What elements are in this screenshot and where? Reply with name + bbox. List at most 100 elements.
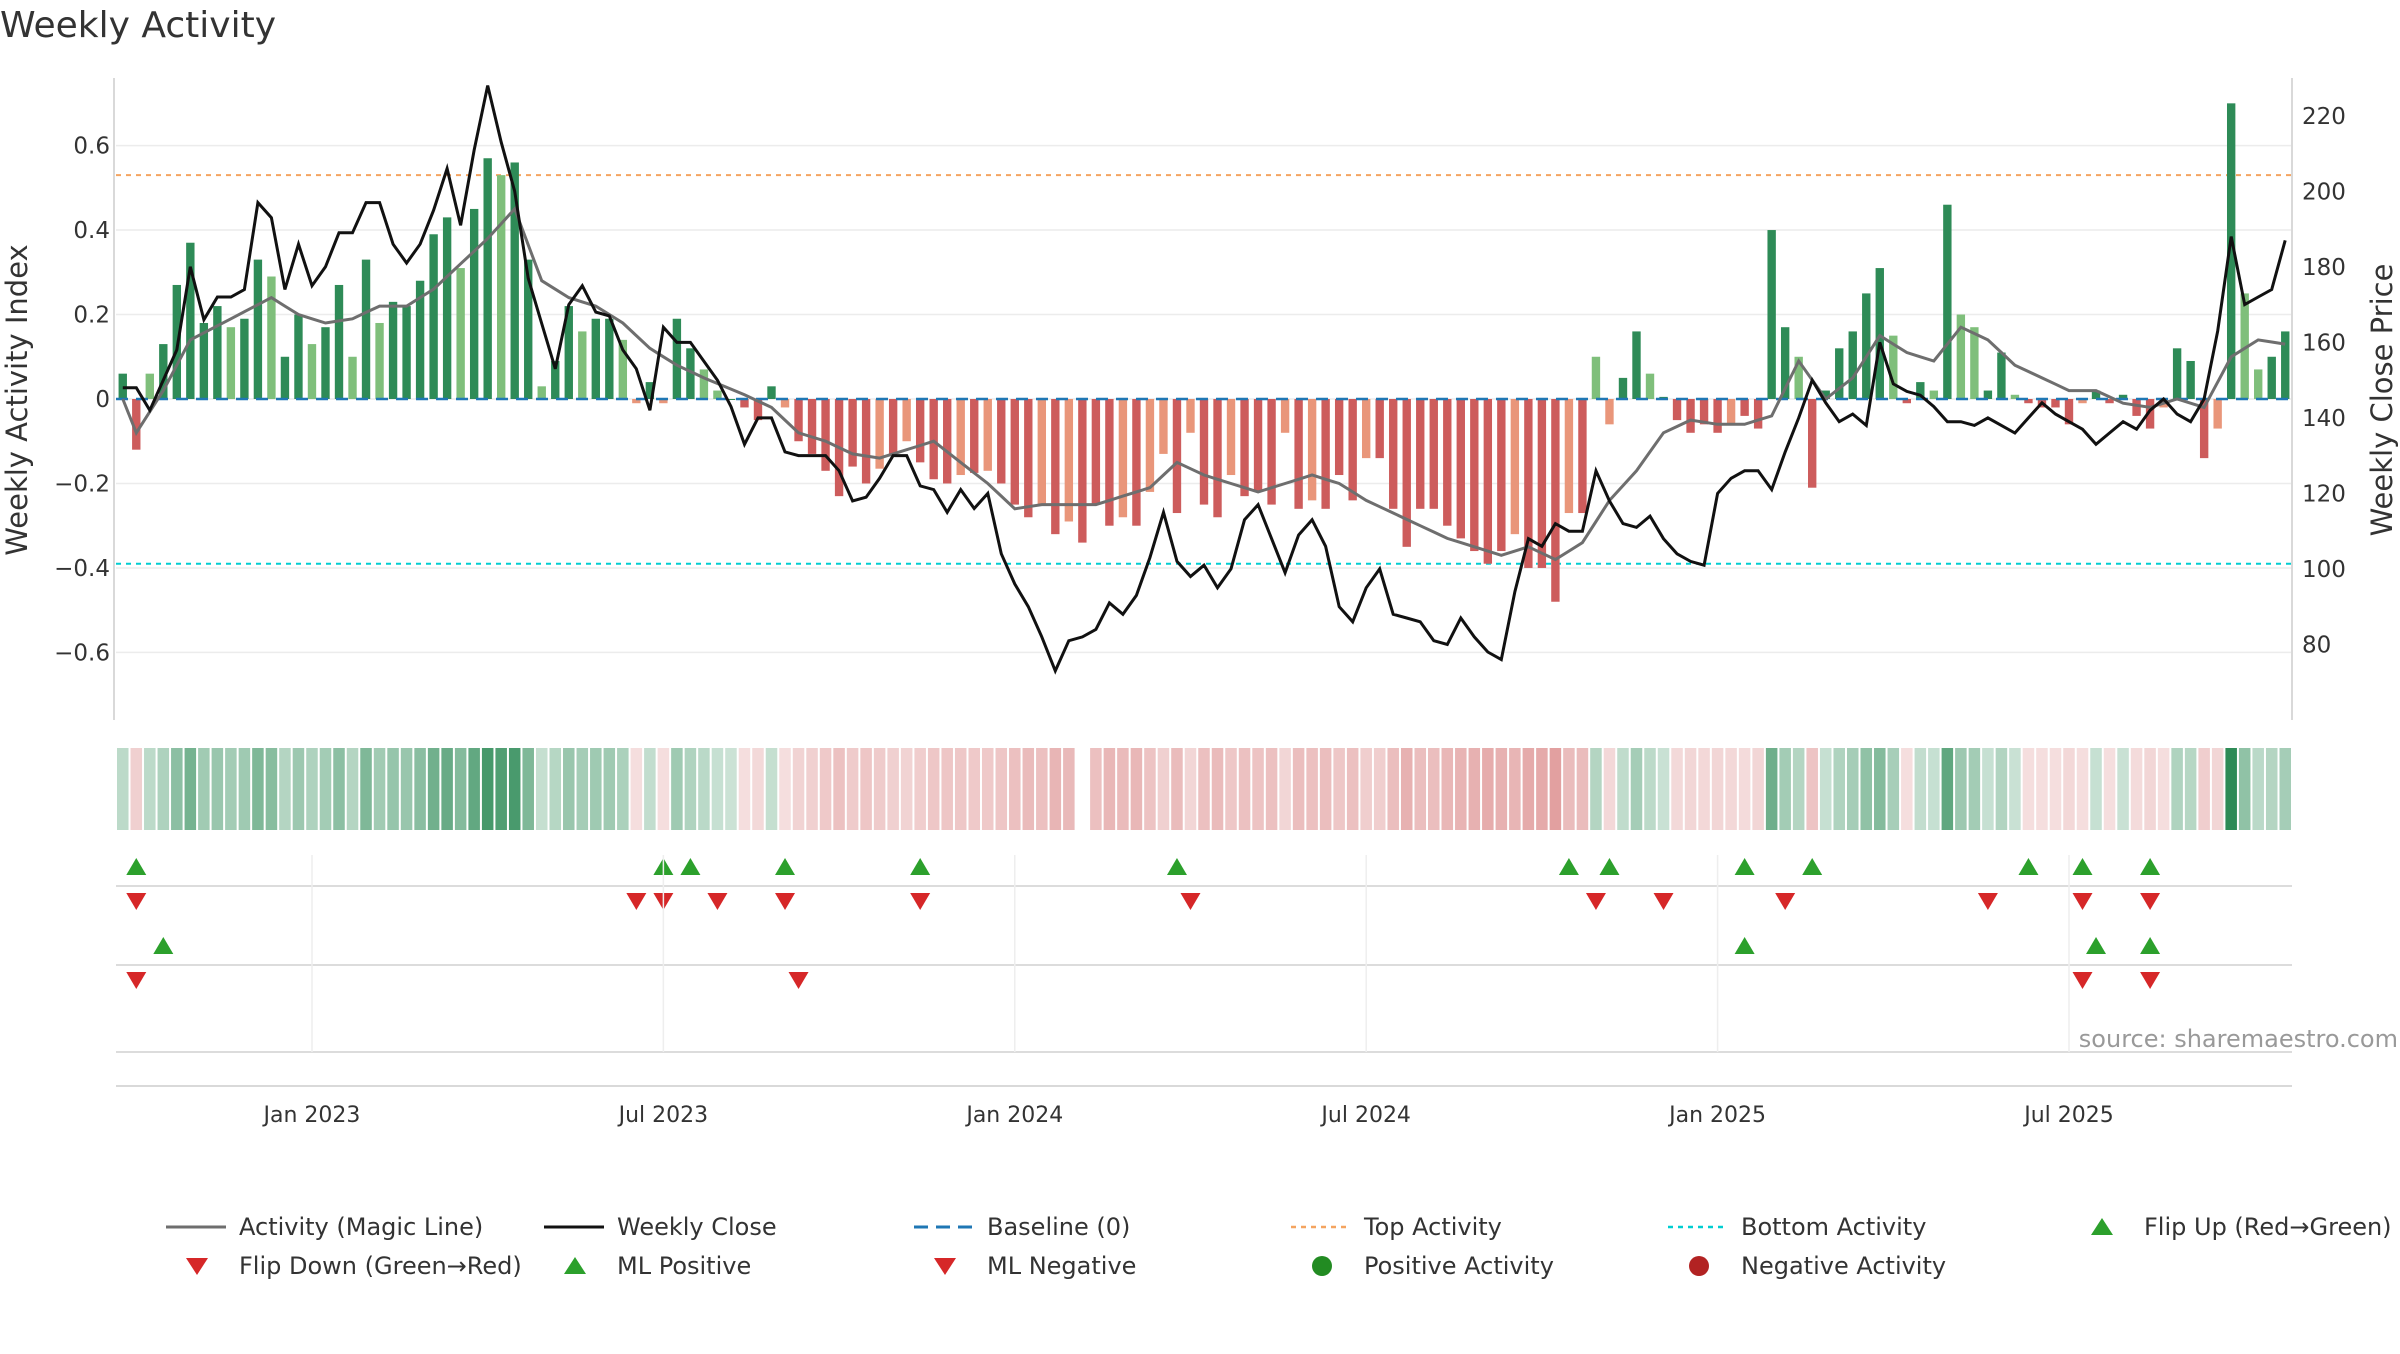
activity-bar xyxy=(1564,399,1574,514)
ml-negative-marker xyxy=(126,972,147,989)
heat-cell xyxy=(468,748,480,830)
activity-bar xyxy=(267,276,276,399)
heat-cell xyxy=(1009,748,1021,830)
heat-cell xyxy=(2171,748,2183,830)
activity-bar xyxy=(1983,390,1993,399)
heat-cell xyxy=(1590,748,1602,830)
heat-cell xyxy=(1752,748,1764,830)
activity-bar xyxy=(726,399,736,400)
activity-bar xyxy=(956,399,965,476)
heat-cell xyxy=(2022,748,2035,830)
activity-bar xyxy=(1037,399,1047,505)
heat-cell xyxy=(1860,748,1873,830)
heat-cell xyxy=(1522,748,1535,830)
activity-bar xyxy=(1929,390,1939,399)
heat-cell xyxy=(1360,748,1372,830)
heat-cell xyxy=(535,748,548,830)
activity-bar xyxy=(1443,399,1452,526)
flip-up-marker xyxy=(1166,858,1187,875)
activity-bar xyxy=(1253,399,1263,492)
ml-positive-marker xyxy=(2140,937,2161,954)
activity-bar xyxy=(1064,399,1074,522)
y-right-tick-label: 140 xyxy=(2302,406,2346,432)
activity-bar xyxy=(699,369,709,399)
activity-bar xyxy=(1699,399,1709,425)
heat-cell xyxy=(1252,748,1264,830)
heat-cell xyxy=(2090,748,2102,830)
heat-cell xyxy=(941,748,953,830)
activity-bar xyxy=(1970,327,1979,399)
activity-bar xyxy=(1213,399,1222,518)
y-axis-left-label: Weekly Activity Index xyxy=(0,244,34,555)
activity-bar xyxy=(1821,390,1830,399)
activity-bar xyxy=(915,399,925,463)
heat-cell xyxy=(1711,748,1724,830)
legend-label: ML Positive xyxy=(617,1252,751,1280)
activity-bar xyxy=(159,344,168,399)
activity-bar xyxy=(1943,204,1952,399)
heat-cell xyxy=(1225,748,1237,830)
activity-bar xyxy=(1321,399,1330,509)
legend-swatch xyxy=(1689,1256,1709,1276)
activity-bar xyxy=(2091,390,2101,399)
activity-bar xyxy=(807,399,817,454)
activity-bar xyxy=(1808,399,1817,488)
heat-cell xyxy=(481,748,494,830)
heat-cell xyxy=(2036,748,2048,830)
heat-cell xyxy=(1265,748,1278,830)
heat-cell xyxy=(1603,748,1616,830)
heat-cell xyxy=(1995,748,2008,830)
activity-bar xyxy=(1402,399,1411,547)
flip-down-marker xyxy=(775,893,796,910)
activity-bar xyxy=(321,327,330,399)
activity-bar xyxy=(1226,399,1236,476)
activity-bar xyxy=(902,399,911,442)
activity-bar xyxy=(2186,360,2195,399)
heat-cell xyxy=(1982,748,1994,830)
heat-cell xyxy=(1468,748,1481,830)
heat-cell xyxy=(1779,748,1791,830)
y-right-tick-label: 200 xyxy=(2302,179,2346,205)
activity-bar xyxy=(2078,399,2087,404)
heat-cell xyxy=(1495,748,1508,830)
legend-label: Weekly Close xyxy=(617,1213,777,1241)
activity-bar xyxy=(2051,399,2060,408)
legend-label: ML Negative xyxy=(987,1252,1136,1280)
activity-bar xyxy=(199,322,209,399)
activity-bar xyxy=(1632,331,1641,399)
heat-cell xyxy=(198,748,210,830)
activity-bar xyxy=(1497,399,1506,552)
activity-bar xyxy=(767,386,776,399)
activity-bar xyxy=(1159,399,1168,454)
activity-bar xyxy=(2281,331,2290,399)
activity-bar xyxy=(1916,382,1925,399)
activity-bar xyxy=(1348,399,1357,501)
heat-cell xyxy=(495,748,507,830)
heat-cell xyxy=(1968,748,1981,830)
ml-positive-marker xyxy=(153,937,174,954)
heat-cell xyxy=(1684,748,1697,830)
activity-bar xyxy=(294,314,303,399)
heat-cell xyxy=(603,748,616,830)
activity-bar xyxy=(388,301,398,399)
heat-cell xyxy=(373,748,386,830)
activity-bar xyxy=(483,158,492,399)
activity-bar xyxy=(1105,399,1114,526)
heat-cell xyxy=(833,748,845,830)
legend-swatch xyxy=(564,1257,586,1274)
heat-cell xyxy=(725,748,737,830)
flip-up-marker xyxy=(126,858,147,875)
heat-cell xyxy=(400,748,413,830)
heat-cell xyxy=(2211,748,2224,830)
heat-cell xyxy=(414,748,426,830)
activity-bar xyxy=(1740,399,1749,416)
heat-cell xyxy=(346,748,359,830)
activity-bar xyxy=(2240,293,2249,399)
signal-markers xyxy=(116,858,2292,1053)
heat-cell xyxy=(1211,748,1224,830)
activity-bar xyxy=(875,399,884,469)
heat-cell xyxy=(792,748,805,830)
heat-cell xyxy=(657,748,670,830)
activity-bar xyxy=(1591,356,1601,399)
x-tick-label: Jul 2024 xyxy=(1319,1103,1411,1128)
